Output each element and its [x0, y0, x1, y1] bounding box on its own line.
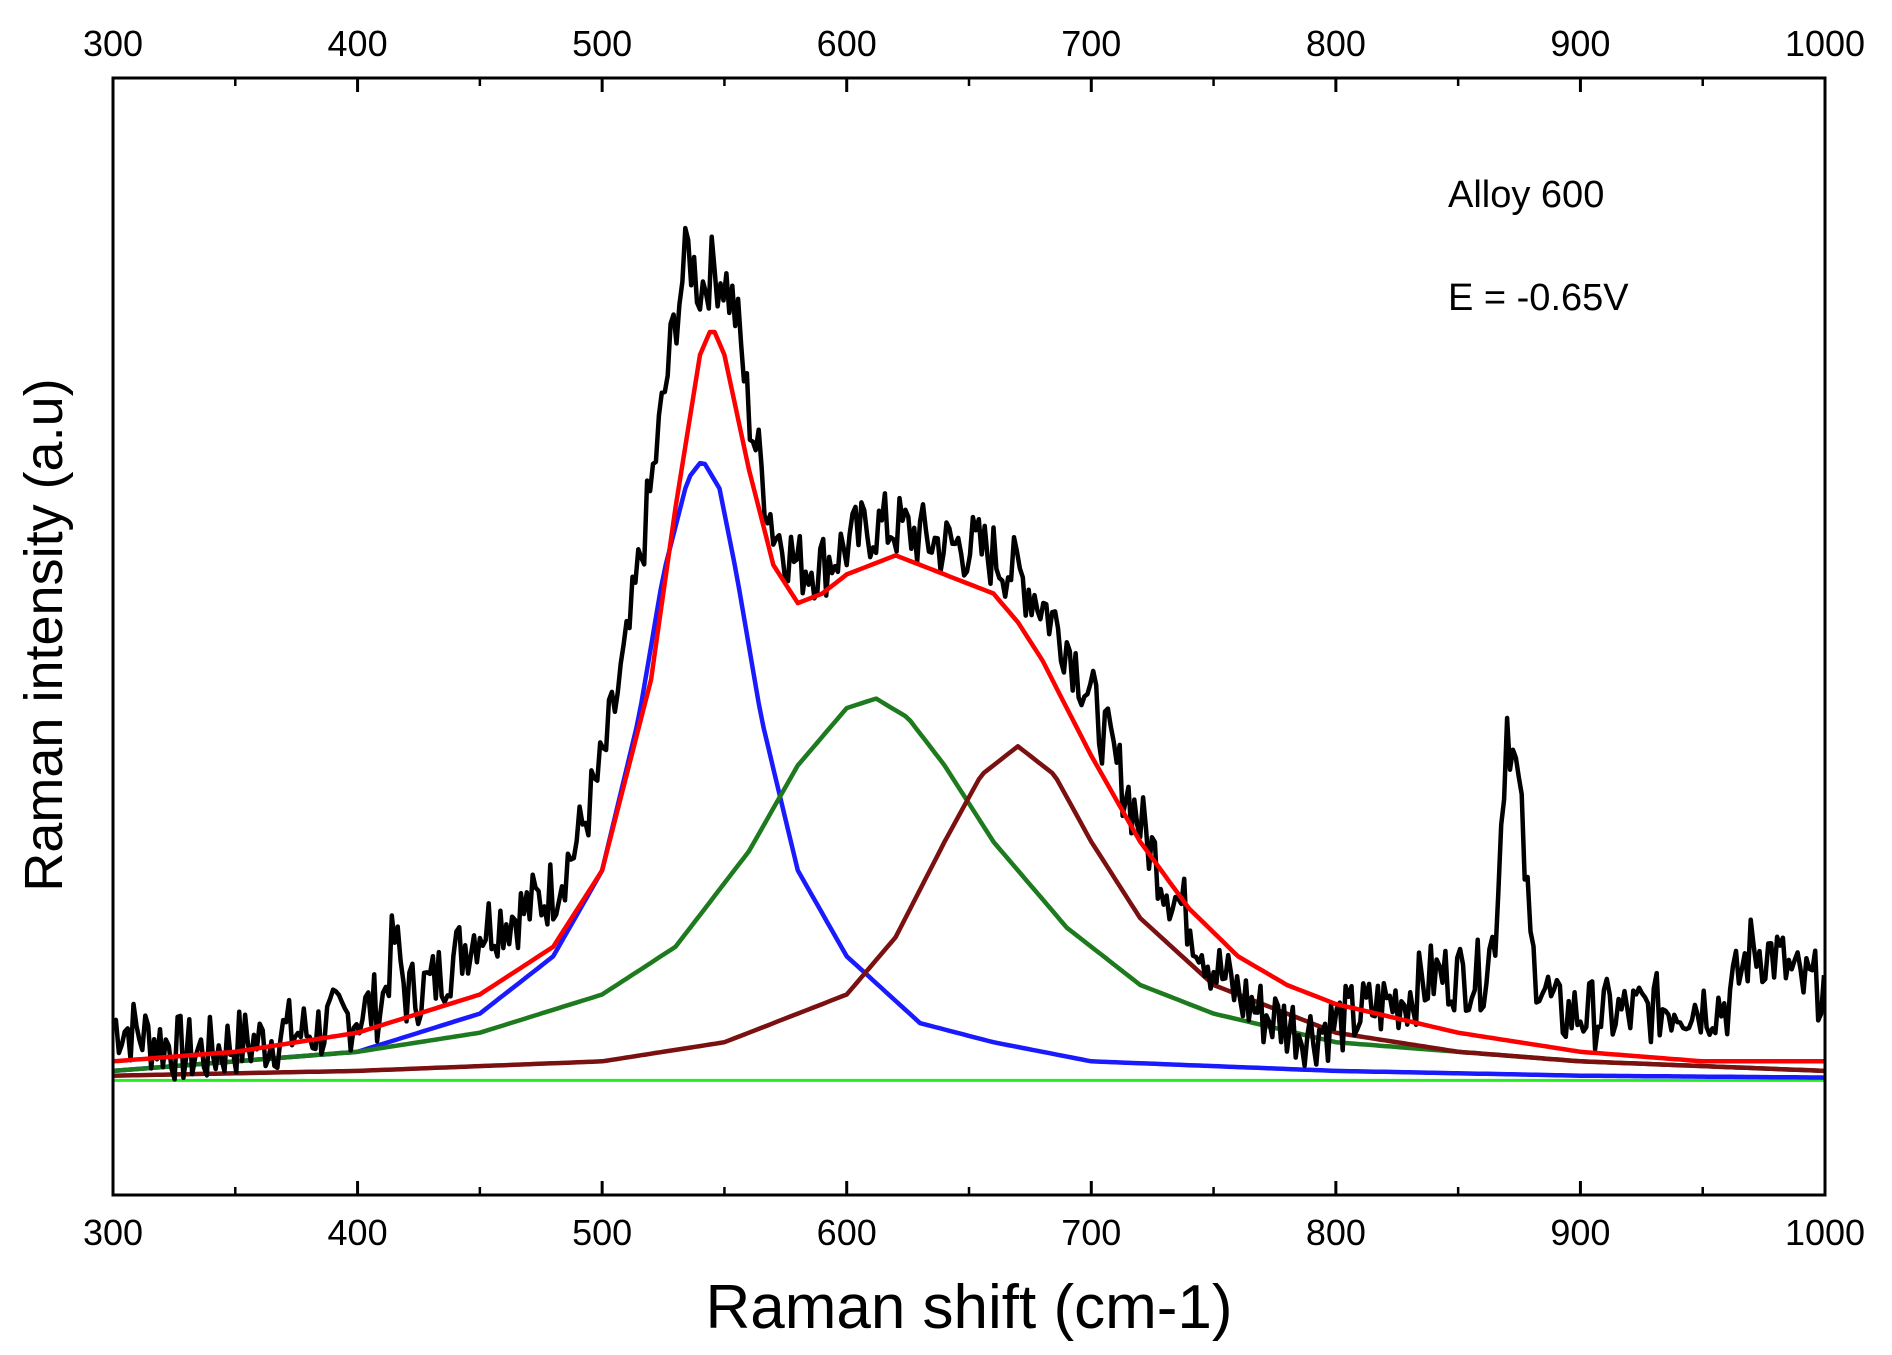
plot-frame — [111, 76, 1827, 1197]
ticks-layer: 300 400 500 600 700 800 900 1000 300 400 500 600 700… — [83, 23, 1865, 1253]
x-tick-label-bottom: 600 — [817, 1212, 877, 1253]
x-tick-label-top: 500 — [572, 23, 632, 64]
x-axis-title: Raman shift (cm-1) — [705, 1273, 1232, 1342]
x-tick-label-bottom: 700 — [1061, 1212, 1121, 1253]
series-line-cumulative-fit — [112, 329, 1825, 1064]
x-tick-label-top: 300 — [83, 23, 143, 64]
x-tick-label-top: 1000 — [1785, 23, 1865, 64]
x-tick-label-top: 600 — [817, 23, 877, 64]
series-line-lorentzian-peak-1-540-cm-1 — [112, 460, 1826, 1080]
x-tick-label-bottom: 400 — [328, 1212, 388, 1253]
y-axis-title: Raman intensity (a.u) — [14, 378, 74, 891]
x-tick-label-bottom: 1000 — [1785, 1212, 1865, 1253]
annotation-alloy: Alloy 600 — [1448, 174, 1604, 216]
x-tick-label-top: 900 — [1550, 23, 1610, 64]
x-tick-label-bottom: 300 — [83, 1212, 143, 1253]
x-tick-label-bottom: 500 — [572, 1212, 632, 1253]
x-tick-label-top: 700 — [1061, 23, 1121, 64]
x-tick-label-top: 400 — [328, 23, 388, 64]
x-tick-label-bottom: 800 — [1306, 1212, 1366, 1253]
series-line-measured-spectrum — [111, 225, 1827, 1082]
x-tick-label-bottom: 900 — [1550, 1212, 1610, 1253]
x-tick-label-top: 800 — [1306, 23, 1366, 64]
series-line-lorentzian-peak-3-670-cm-1 — [112, 744, 1826, 1078]
annotation-potential: E = -0.65V — [1448, 277, 1629, 319]
series-layer — [111, 225, 1827, 1082]
